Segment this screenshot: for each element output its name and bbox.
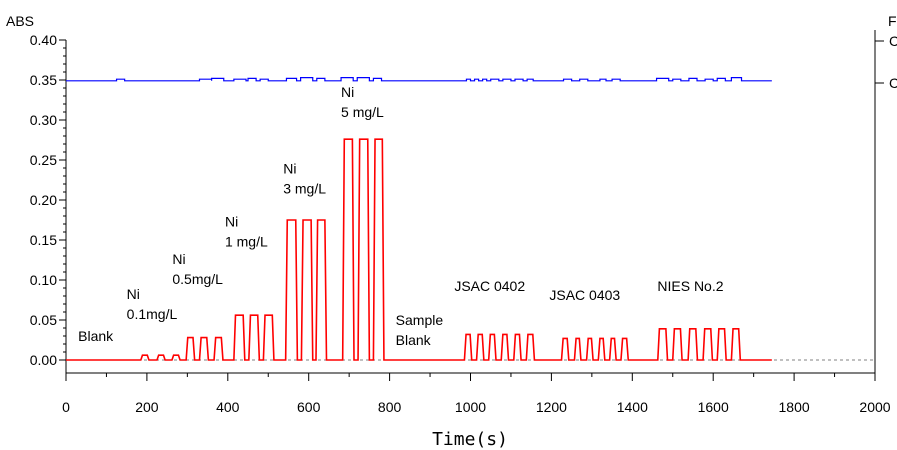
peak-group-label: Ni 0.5mg/L — [172, 251, 223, 287]
y-tick-label: 0.25 — [30, 152, 57, 168]
x-tick-label: 0 — [62, 399, 70, 415]
peak-group-label: Ni 5 mg/L — [341, 84, 384, 120]
peak-group-label: Ni 1 mg/L — [225, 213, 268, 249]
x-tick-label: 1400 — [617, 399, 648, 415]
y-tick-label: 0.20 — [30, 192, 57, 208]
right-axis-tick-label-bottom: C — [889, 75, 897, 91]
peak-group-label: Blank — [78, 328, 114, 344]
x-tick-label: 1200 — [536, 399, 567, 415]
y-tick-label: 0.30 — [30, 112, 57, 128]
series-blue-line — [66, 77, 772, 82]
peak-group-label: JSAC 0402 — [454, 278, 525, 294]
y-tick-label: 0.15 — [30, 232, 57, 248]
peak-group-label: JSAC 0403 — [549, 287, 620, 303]
x-tick-label: 1000 — [455, 399, 486, 415]
peak-group-label: Sample Blank — [396, 312, 444, 348]
y-tick-label: 0.00 — [30, 352, 57, 368]
right-axis-tick-label-top: C — [889, 33, 897, 49]
series-red-line — [66, 138, 772, 361]
right-axis-label: F — [888, 13, 897, 29]
x-tick-label: 1800 — [779, 399, 810, 415]
peak-group-label: Ni 3 mg/L — [283, 161, 326, 197]
x-tick-label: 600 — [297, 399, 321, 415]
y-tick-label: 0.05 — [30, 312, 57, 328]
x-tick-label: 800 — [378, 399, 402, 415]
x-tick-label: 2000 — [859, 399, 890, 415]
x-tick-label: 400 — [216, 399, 240, 415]
y-axis-unit-label: ABS — [6, 13, 34, 29]
peak-group-label: Ni 0.1mg/L — [127, 286, 178, 322]
y-tick-label: 0.35 — [30, 72, 57, 88]
y-tick-label: 0.40 — [30, 32, 57, 48]
x-tick-label: 1600 — [698, 399, 729, 415]
peak-group-label: NIES No.2 — [657, 278, 723, 294]
y-tick-label: 0.10 — [30, 272, 57, 288]
x-tick-label: 200 — [135, 399, 159, 415]
x-axis-title: Time(s) — [432, 429, 508, 450]
